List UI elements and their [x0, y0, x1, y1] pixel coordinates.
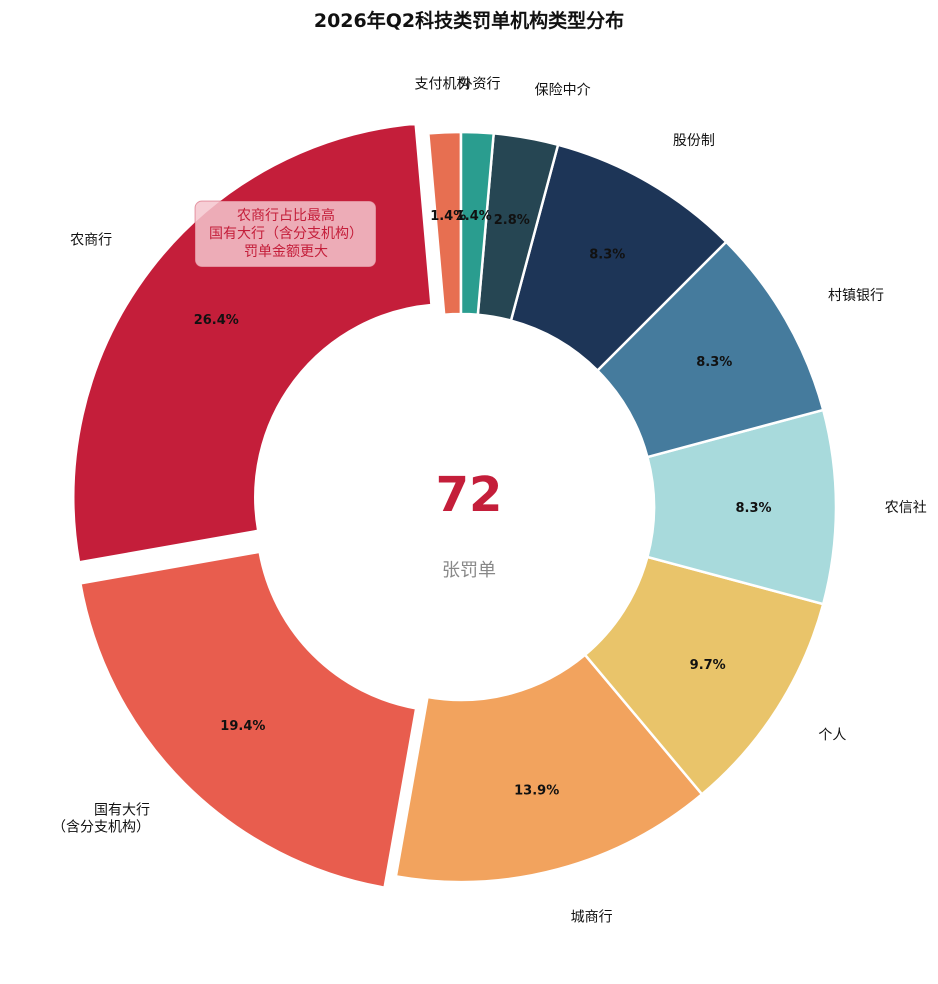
chart-title: 2026年Q2科技类罚单机构类型分布 [314, 9, 624, 32]
percent-label-外资行: 1.4% [456, 209, 492, 224]
percent-label-国有大行-（含分支机构）: 19.4% [220, 719, 265, 734]
percent-label-个人: 9.7% [690, 658, 726, 673]
category-label-城商行: 城商行 [571, 909, 613, 925]
center-total-value: 72 [436, 467, 503, 523]
slice-外资行 [459, 130, 496, 317]
category-label-农信社: 农信社 [885, 500, 927, 516]
category-label-外资行: 外资行 [458, 77, 500, 93]
category-label-农商行: 农商行 [70, 232, 112, 248]
slice-支付机构 [426, 130, 463, 317]
percent-label-村镇银行: 8.3% [696, 355, 732, 370]
percent-label-城商行: 13.9% [514, 784, 559, 799]
annotation-box: 农商行占比最高国有大行（含分支机构）罚单金额更大 [194, 200, 377, 268]
category-label-村镇银行: 村镇银行 [828, 288, 884, 304]
slice-国有大行-（含分支机构） [78, 550, 418, 890]
category-label-个人: 个人 [818, 728, 846, 744]
annotation-text: 农商行占比最高国有大行（含分支机构）罚单金额更大 [209, 207, 363, 260]
annotation-background [194, 200, 377, 268]
percent-label-股份制: 8.3% [589, 248, 625, 263]
slice-城商行 [394, 653, 704, 884]
slice-农商行 [72, 122, 433, 564]
category-label-保险中介: 保险中介 [535, 83, 591, 99]
percent-label-保险中介: 2.8% [494, 213, 530, 228]
category-label-国有大行-（含分支机构）: 国有大行（含分支机构） [52, 802, 150, 835]
slices-layer [72, 122, 838, 890]
percent-label-农信社: 8.3% [735, 501, 771, 516]
percent-label-支付机构: 1.4% [430, 209, 466, 224]
percent-label-农商行: 26.4% [194, 313, 239, 328]
center-total-label: 张罚单 [442, 560, 496, 581]
category-label-支付机构: 支付机构 [415, 77, 471, 93]
category-label-股份制: 股份制 [673, 133, 715, 149]
percent-labels-layer: 1.4%26.4%19.4%13.9%9.7%8.3%8.3%8.3%2.8%1… [194, 209, 772, 799]
